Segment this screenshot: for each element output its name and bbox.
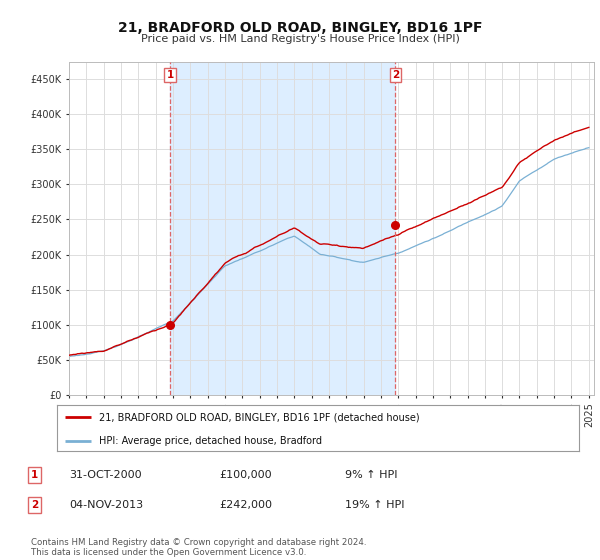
Text: £242,000: £242,000 bbox=[219, 500, 272, 510]
Text: 19% ↑ HPI: 19% ↑ HPI bbox=[345, 500, 404, 510]
Text: Price paid vs. HM Land Registry's House Price Index (HPI): Price paid vs. HM Land Registry's House … bbox=[140, 34, 460, 44]
Text: 9% ↑ HPI: 9% ↑ HPI bbox=[345, 470, 398, 480]
Text: 1: 1 bbox=[31, 470, 38, 480]
Text: Contains HM Land Registry data © Crown copyright and database right 2024.
This d: Contains HM Land Registry data © Crown c… bbox=[31, 538, 367, 557]
Text: HPI: Average price, detached house, Bradford: HPI: Average price, detached house, Brad… bbox=[99, 436, 322, 446]
Text: 04-NOV-2013: 04-NOV-2013 bbox=[69, 500, 143, 510]
Text: 1: 1 bbox=[166, 70, 173, 80]
Text: 21, BRADFORD OLD ROAD, BINGLEY, BD16 1PF (detached house): 21, BRADFORD OLD ROAD, BINGLEY, BD16 1PF… bbox=[99, 412, 419, 422]
Bar bbox=[170, 62, 395, 395]
Text: 31-OCT-2000: 31-OCT-2000 bbox=[69, 470, 142, 480]
Text: 21, BRADFORD OLD ROAD, BINGLEY, BD16 1PF: 21, BRADFORD OLD ROAD, BINGLEY, BD16 1PF bbox=[118, 21, 482, 35]
Text: £100,000: £100,000 bbox=[219, 470, 272, 480]
Text: 2: 2 bbox=[392, 70, 399, 80]
Text: 2: 2 bbox=[31, 500, 38, 510]
